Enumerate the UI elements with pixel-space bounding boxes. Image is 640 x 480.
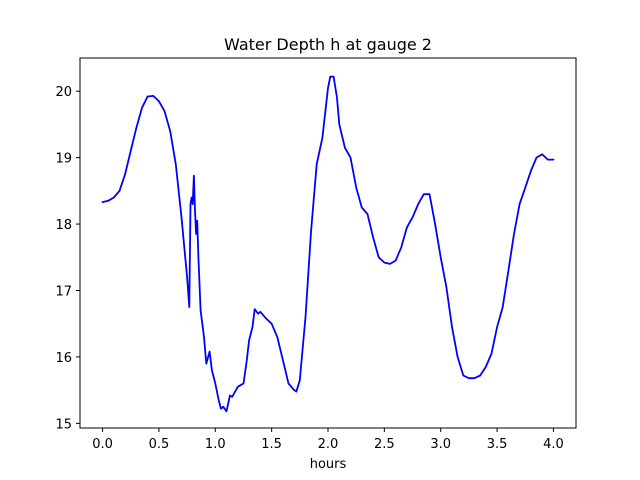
chart-title: Water Depth h at gauge 2 — [224, 35, 432, 54]
x-tick-label: 0.5 — [149, 437, 170, 452]
series-line — [101, 75, 555, 413]
x-tick-label: 3.5 — [487, 437, 508, 452]
y-tick-label: 15 — [55, 417, 72, 432]
plot-area: 0.0 0.5 1.0 1.5 2.0 2.5 3.0 3.5 4.0 15 16 17 18 19 20 — [55, 57, 577, 452]
x-tick-label: 1.5 — [261, 437, 282, 452]
x-tick-label: 2.5 — [374, 437, 395, 452]
y-tick-label: 16 — [55, 351, 72, 366]
x-tick-label: 2.0 — [318, 437, 339, 452]
x-axis-label: hours — [310, 457, 347, 472]
x-tick-label: 1.0 — [205, 437, 226, 452]
x-tick-label: 0.0 — [92, 437, 113, 452]
x-tick-label: 4.0 — [543, 437, 564, 452]
y-tick-label: 18 — [55, 218, 72, 233]
y-axis-ticks: 15 16 17 18 19 20 — [55, 85, 80, 432]
y-tick-label: 19 — [55, 152, 72, 167]
x-tick-label: 3.0 — [430, 437, 451, 452]
y-tick-label: 17 — [55, 284, 72, 299]
x-axis-ticks: 0.0 0.5 1.0 1.5 2.0 2.5 3.0 3.5 4.0 — [92, 428, 564, 452]
y-tick-label: 20 — [55, 85, 72, 100]
plot-frame — [79, 57, 577, 429]
